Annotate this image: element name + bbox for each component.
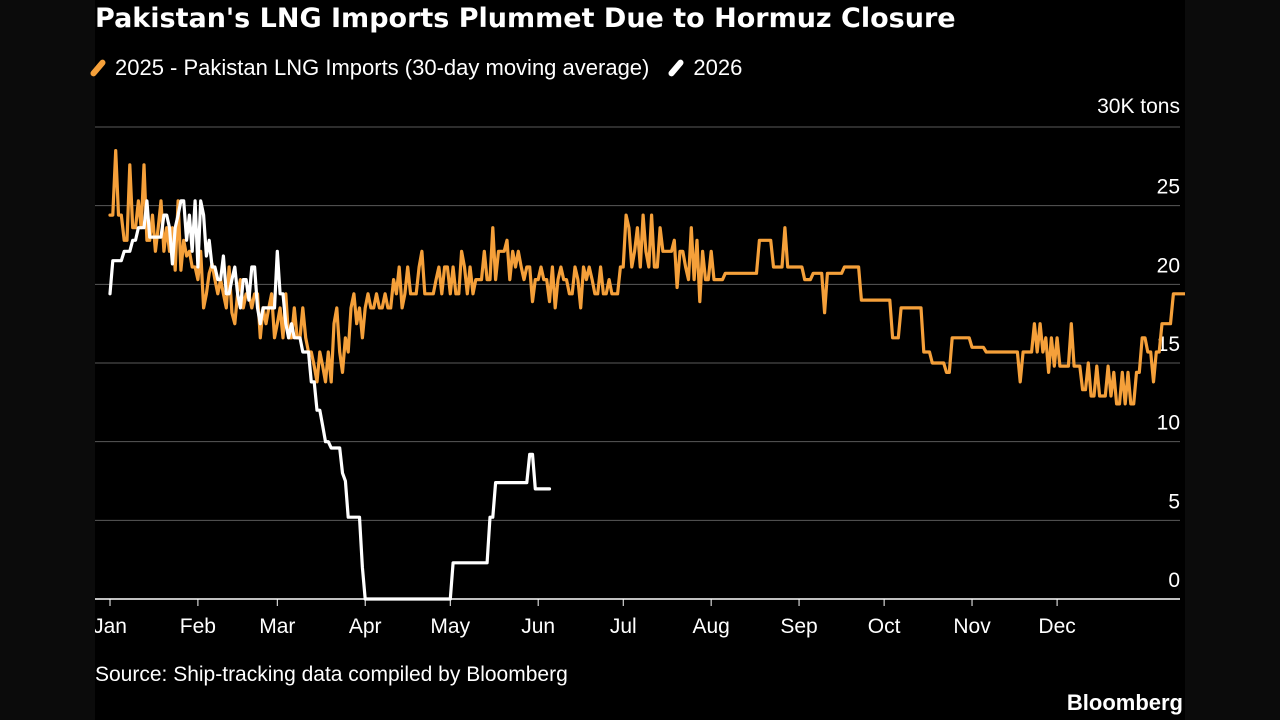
y-tick-labels: 0 5 10 15 20 25 [1157,176,1180,592]
left-backdrop [0,0,95,720]
legend-label-2025: 2025 - Pakistan LNG Imports (30-day movi… [115,55,650,80]
x-tick-label-feb: Feb [180,615,216,638]
series-lines [108,149,1185,601]
y-tick-label-15: 15 [1157,333,1180,356]
x-tick-label-jul: Jul [610,615,637,638]
legend-label-2026: 2026 [693,55,743,80]
x-tick-label-jun: Jun [521,615,555,638]
legend-swatch-2026 [667,58,686,78]
legend: 2025 - Pakistan LNG Imports (30-day movi… [89,55,766,81]
y-tick-label-25: 25 [1157,176,1180,199]
series-line-2026 [108,199,552,601]
y-tick-label-10: 10 [1157,412,1180,435]
y-tick-label-5: 5 [1168,490,1180,513]
y-tick-label-20: 20 [1157,254,1180,277]
line-chart: 0 5 10 15 20 25 Jan Feb Mar Apr May Jun Jul Aug Sep Oc… [95,126,1185,638]
x-tick-label-may: May [430,615,470,638]
chart-title: Pakistan's LNG Imports Plummet Due to Ho… [95,3,956,34]
series-line-2025 [108,149,1185,406]
source-note: Source: Ship-tracking data compiled by B… [95,663,568,686]
grid-lines [95,126,1180,600]
x-tick-label-jan: Jan [95,615,127,638]
y-axis-unit: 30K tons [1097,95,1180,118]
x-tick-labels: Jan Feb Mar Apr May Jun Jul Aug Sep Oct Nov Dec [95,599,1076,638]
bloomberg-logo: Bloomberg [1066,690,1183,715]
x-tick-label-sep: Sep [780,615,817,638]
x-tick-label-apr: Apr [349,615,382,638]
legend-item-2025: 2025 - Pakistan LNG Imports (30-day movi… [89,55,650,81]
right-backdrop [1185,0,1280,720]
x-tick-label-dec: Dec [1038,615,1075,638]
x-tick-label-mar: Mar [259,615,295,638]
x-tick-label-oct: Oct [868,615,901,638]
legend-item-2026: 2026 [667,55,743,81]
x-tick-label-aug: Aug [692,615,729,638]
x-tick-label-nov: Nov [953,615,991,638]
chart-panel: Pakistan's LNG Imports Plummet Due to Ho… [89,0,1185,720]
y-tick-label-0: 0 [1168,569,1180,592]
